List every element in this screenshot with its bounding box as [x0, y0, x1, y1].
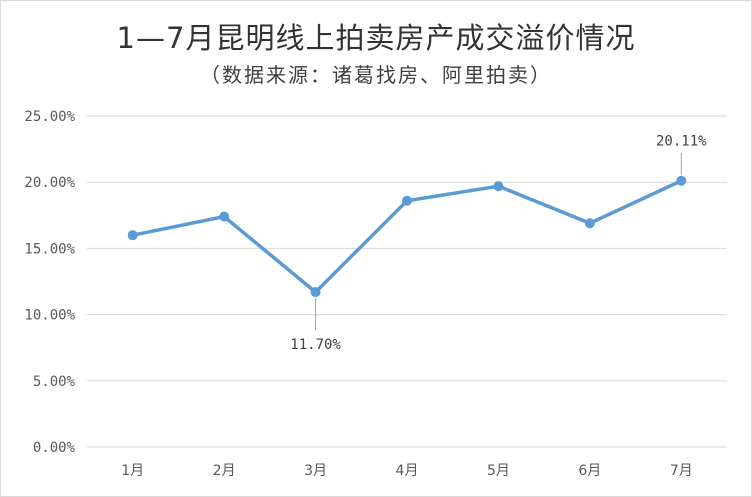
chart-subtitle: （数据来源：诸葛找房、阿里拍卖） — [200, 63, 552, 87]
y-tick-label: 10.00% — [24, 308, 75, 324]
y-tick-label: 25.00% — [24, 109, 75, 125]
data-point — [676, 175, 687, 186]
y-tick-label: 15.00% — [24, 241, 75, 257]
data-label: 11.70% — [290, 337, 341, 353]
x-tick-label: 6月 — [578, 463, 601, 479]
chart-title: 1—7月昆明线上拍卖房产成交溢价情况 — [116, 21, 636, 55]
data-point — [127, 230, 138, 241]
data-point — [310, 287, 321, 298]
data-point — [219, 211, 230, 222]
x-tick-label: 4月 — [396, 463, 419, 479]
x-tick-label: 3月 — [304, 463, 327, 479]
data-label: 20.11% — [656, 134, 707, 150]
x-tick-label: 5月 — [487, 463, 510, 479]
y-tick-label: 0.00% — [33, 440, 76, 456]
x-tick-label: 2月 — [213, 463, 236, 479]
y-tick-label: 5.00% — [33, 374, 76, 390]
x-tick-label: 7月 — [670, 463, 693, 479]
x-tick-label: 1月 — [121, 463, 144, 479]
y-tick-label: 20.00% — [24, 175, 75, 191]
data-point — [402, 195, 412, 206]
data-point — [493, 181, 504, 192]
data-point — [584, 218, 595, 229]
